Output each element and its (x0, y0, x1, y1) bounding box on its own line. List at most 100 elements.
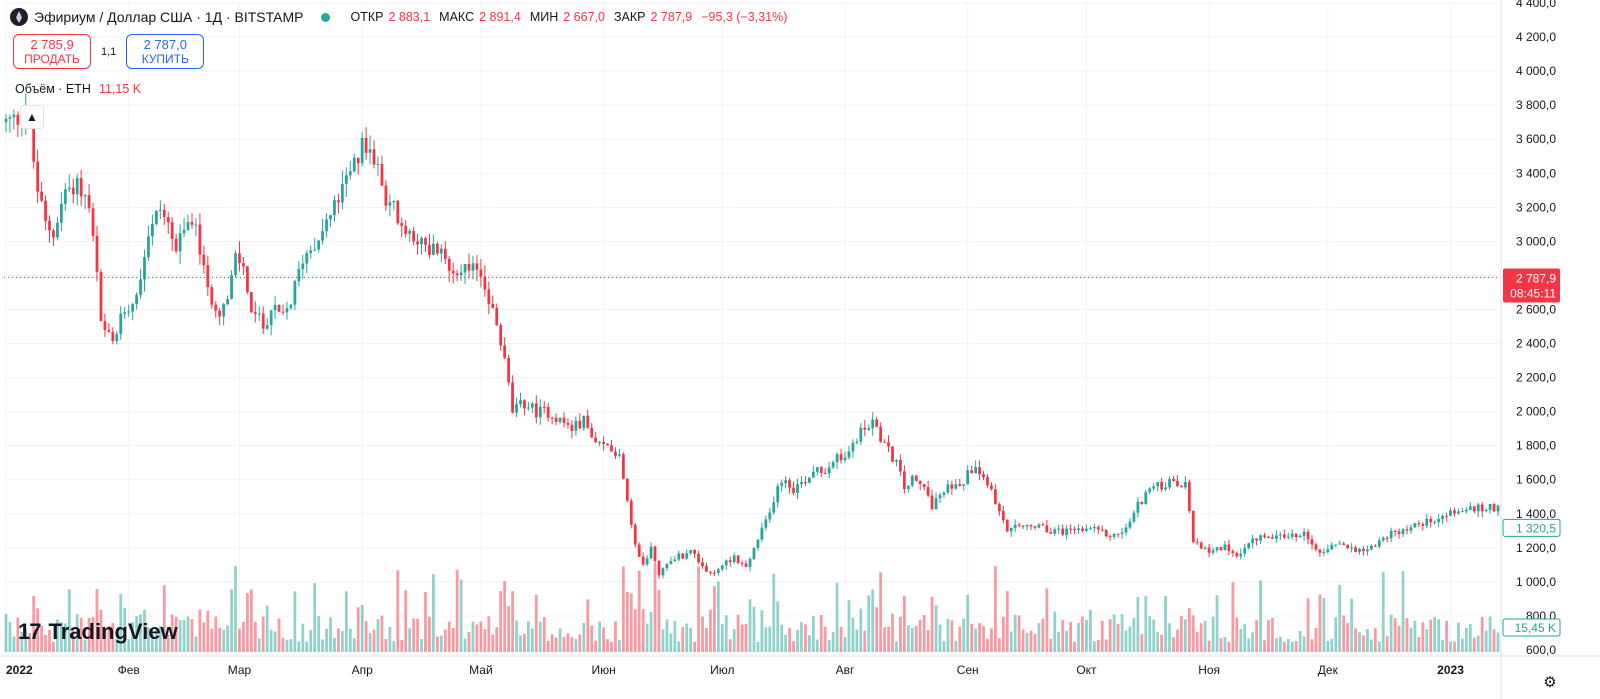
volume-bar (847, 600, 851, 652)
candle-body (487, 289, 491, 304)
volume-bar (1164, 596, 1167, 652)
y-axis-tick-label: 2 600,0 (1516, 302, 1556, 316)
candle-body (115, 333, 119, 342)
volume-bar (665, 619, 669, 652)
volume-bar (475, 624, 479, 652)
volume-bar (503, 581, 507, 652)
volume-bar (1136, 597, 1140, 652)
candle-body (1409, 527, 1413, 531)
candle-body (261, 313, 265, 329)
candle-body (1263, 535, 1266, 538)
volume-bar (67, 589, 71, 652)
candle-body (523, 400, 526, 409)
volume-bar (1168, 623, 1171, 652)
candle-body (301, 263, 305, 270)
volume-bar (56, 619, 59, 652)
candle-body (1417, 523, 1421, 525)
volume-bar (206, 610, 210, 652)
buy-button[interactable]: 2 787,0 КУПИТЬ (126, 34, 205, 69)
candle-body (277, 304, 281, 312)
volume-bar (1255, 620, 1258, 652)
candle-body (1124, 527, 1128, 533)
volume-bar (1199, 623, 1203, 652)
candle-body (12, 114, 16, 118)
candle-body (1199, 542, 1203, 549)
volume-bar (1267, 619, 1270, 652)
volume-bar (119, 593, 123, 652)
candle-body (906, 485, 910, 490)
last-price-tag-value: 2 787,9 (1516, 271, 1556, 285)
candle-body (1310, 539, 1314, 545)
candle-body (75, 178, 79, 195)
volume-bar (198, 609, 202, 652)
volume-legend[interactable]: Объём · ETH 11,15 K (15, 82, 141, 96)
candle-body (467, 264, 471, 271)
candle-body (16, 114, 20, 125)
y-axis-tick-label: 2 200,0 (1516, 371, 1556, 385)
volume-bar (1116, 623, 1120, 652)
candle-body (1215, 547, 1219, 551)
volume-bar (230, 589, 233, 652)
volume-bar (855, 629, 859, 652)
candle-body (740, 562, 744, 564)
candle-body (895, 459, 898, 462)
candle-body (546, 406, 550, 418)
volume-bar (1286, 639, 1290, 652)
candle-body (1429, 518, 1433, 523)
candle-body (1346, 544, 1350, 548)
volume-bar (194, 636, 198, 652)
volume-bar (1354, 628, 1357, 652)
candle-body (4, 118, 8, 123)
volume-bar (1172, 637, 1175, 652)
volume-bar (1021, 629, 1025, 652)
candle-body (1191, 510, 1195, 543)
candle-body (475, 263, 479, 270)
candle-body (1187, 482, 1191, 511)
candle-body (1065, 528, 1069, 535)
symbol-title[interactable]: Эфириум / Доллар США · 1Д · BITSTAMP (34, 9, 304, 25)
candle-body (178, 233, 182, 252)
volume-bar (174, 616, 178, 652)
candle-body (657, 560, 661, 576)
close-value: 2 787,9 (650, 10, 693, 24)
candle-body (348, 171, 352, 176)
chevron-up-icon[interactable]: ▲ (20, 105, 44, 129)
volume-bar (317, 616, 321, 652)
tradingview-brand[interactable]: 17 TradingView (18, 619, 178, 645)
gear-icon[interactable]: ⚙ (1543, 674, 1557, 691)
candle-body (950, 484, 954, 489)
volume-bar (1338, 584, 1342, 652)
volume-bar (1215, 595, 1219, 652)
candle-body (633, 524, 637, 545)
volume-bar (265, 605, 269, 652)
candle-body (990, 485, 993, 490)
volume-bar (246, 593, 249, 652)
candlesticks (4, 93, 1500, 579)
x-axis-tick-label: Сен (957, 663, 979, 677)
volume-bar (1468, 623, 1472, 652)
volume-bar (1362, 635, 1365, 652)
volume-bar (1290, 641, 1294, 652)
volume-bar (709, 609, 712, 652)
candle-body (661, 568, 665, 576)
sell-button[interactable]: 2 785,9 ПРОДАТЬ (13, 34, 91, 69)
candle-body (1255, 538, 1258, 541)
volume-bar (143, 609, 146, 652)
candle-body (356, 157, 360, 164)
candle-body (982, 474, 985, 478)
low-label: МИН (529, 10, 559, 24)
volume-bar (1318, 594, 1322, 652)
spread-value: 1,1 (101, 45, 117, 58)
candle-body (954, 484, 958, 489)
candle-body (918, 480, 922, 484)
volume-bar (586, 599, 590, 652)
candle-body (1013, 524, 1017, 528)
volume-bar (60, 622, 63, 652)
candle-body (67, 187, 71, 190)
volume-bar (523, 633, 526, 652)
candle-body (1108, 536, 1112, 538)
volume-bar (1393, 617, 1397, 652)
candle-body (83, 195, 87, 197)
volume-bar (748, 599, 752, 652)
